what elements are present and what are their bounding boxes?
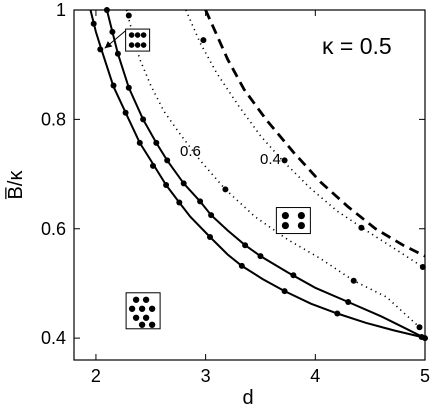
series-line-solid-1 (107, 10, 425, 338)
data-point (126, 13, 132, 19)
y-tick-label: 1 (56, 0, 66, 20)
kappa-annotation: κ = 0.5 (322, 33, 392, 59)
y-tick-label: 0.4 (41, 328, 66, 348)
inset-six-dot-lattice (126, 29, 150, 51)
inset-dot (149, 306, 155, 312)
data-point (91, 21, 97, 27)
inset-dot (298, 212, 305, 219)
inset-dot (139, 306, 145, 312)
inset-four-dot-lattice (276, 208, 310, 234)
data-point (109, 29, 115, 35)
data-point (222, 186, 228, 192)
inset-dot (149, 322, 155, 328)
data-point (126, 85, 132, 91)
inset-dot (143, 315, 149, 321)
x-axis: 2 3 4 5 (91, 10, 430, 386)
data-point (239, 263, 245, 269)
data-point (351, 278, 357, 284)
inset-dot (133, 297, 139, 303)
inset-dot (135, 42, 141, 48)
series-line-solid-0 (91, 10, 422, 337)
x-tick-label: 4 (310, 366, 320, 386)
data-point (290, 272, 296, 278)
inset-dot (129, 306, 135, 312)
data-point (176, 200, 182, 206)
curve-label-0.4: 0.4 (260, 151, 281, 168)
data-point (282, 157, 288, 163)
data-point (123, 110, 129, 116)
x-tick-label: 2 (91, 366, 101, 386)
data-point (417, 324, 423, 330)
inset-dot (298, 222, 305, 229)
curve-label-0.6: 0.6 (180, 143, 201, 160)
chart-curves (91, 10, 426, 338)
data-point (345, 299, 351, 305)
inset-dot (141, 42, 147, 48)
data-point (197, 198, 203, 204)
y-tick-label: 0.8 (41, 109, 66, 129)
data-point (208, 212, 214, 218)
data-point (200, 37, 206, 43)
inset-dot (129, 42, 135, 48)
data-point (111, 83, 117, 89)
data-point (164, 157, 170, 163)
y-tick-label: 0.6 (41, 219, 66, 239)
series-line-dashed-4 (206, 10, 425, 256)
x-tick-label: 3 (201, 366, 211, 386)
x-tick-label: 5 (420, 366, 430, 386)
data-point (207, 234, 213, 240)
inset-dot (133, 315, 139, 321)
inset-dot (282, 212, 289, 219)
data-point (140, 116, 146, 122)
data-point (242, 242, 248, 248)
data-point (181, 180, 187, 186)
inset-dot (139, 322, 145, 328)
inset-frame (276, 208, 310, 234)
data-point (137, 140, 143, 146)
data-point (334, 311, 340, 317)
data-point (282, 288, 288, 294)
data-point (358, 225, 364, 231)
arrow-head (105, 41, 113, 48)
inset-nine-dot-lattice (126, 293, 160, 329)
inset-dot (135, 32, 141, 38)
inset-dot (282, 222, 289, 229)
data-point (153, 140, 159, 146)
data-point (258, 253, 264, 259)
data-point (163, 182, 169, 188)
x-axis-label: d (242, 387, 253, 409)
inset-dot (141, 32, 147, 38)
data-point (97, 46, 103, 52)
inset-dot (129, 32, 135, 38)
y-axis-label: B̅/κ (4, 170, 27, 200)
data-point (150, 163, 156, 169)
chart-insets (105, 29, 311, 329)
data-point (115, 51, 121, 57)
inset-dot (143, 297, 149, 303)
